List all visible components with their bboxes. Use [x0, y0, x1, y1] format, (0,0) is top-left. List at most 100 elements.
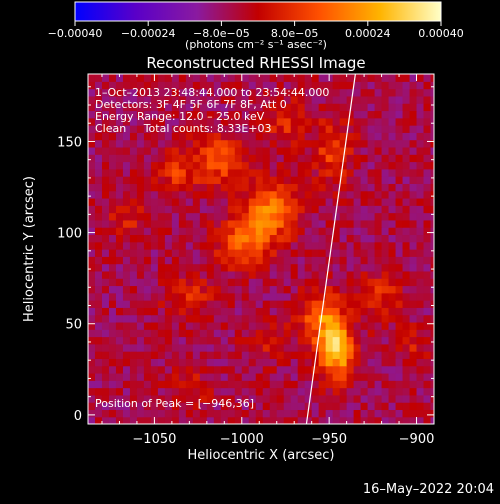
heatmap-cell [164, 197, 173, 206]
heatmap-cell [311, 285, 320, 294]
heatmap-cell [101, 74, 110, 82]
heatmap-cell [115, 74, 124, 82]
heatmap-cell [416, 365, 425, 374]
heatmap-cell [346, 81, 355, 90]
heatmap-cell [88, 387, 96, 396]
heatmap-cell [143, 176, 152, 184]
heatmap-cell [255, 300, 264, 308]
heatmap-cell [115, 409, 124, 418]
heatmap-cell [157, 234, 166, 243]
heatmap-cell [353, 146, 362, 155]
heatmap-cell [402, 351, 411, 359]
heatmap-cell [276, 372, 285, 381]
heatmap-cell [234, 307, 243, 316]
heatmap-cell [227, 132, 236, 141]
heatmap-cell [283, 168, 292, 177]
heatmap-cell [108, 110, 117, 119]
heatmap-cell [192, 219, 201, 228]
heatmap-cell [143, 125, 152, 133]
heatmap-cell [171, 394, 180, 403]
heatmap-cell [388, 88, 397, 97]
heatmap-cell [143, 81, 152, 90]
heatmap-cell [430, 336, 434, 345]
heatmap-cell [88, 329, 96, 338]
heatmap-cell [101, 132, 110, 141]
heatmap-cell [136, 139, 145, 148]
heatmap-cell [206, 161, 215, 170]
heatmap-cell [108, 256, 117, 265]
heatmap-cell [220, 234, 229, 243]
heatmap-cell [269, 387, 278, 396]
heatmap-cell [213, 125, 222, 133]
heatmap-cell [129, 161, 138, 170]
heatmap-cell [199, 402, 208, 411]
heatmap-cell [108, 416, 117, 424]
heatmap-cell [171, 88, 180, 97]
heatmap-cell [346, 88, 355, 97]
heatmap-cell [388, 197, 397, 206]
heatmap-cell [101, 285, 110, 294]
heatmap-cell [318, 343, 327, 352]
heatmap-cell [164, 227, 173, 236]
heatmap-cell [416, 227, 425, 236]
heatmap-cell [374, 139, 383, 148]
heatmap-cell [185, 278, 194, 287]
heatmap-cell [143, 110, 152, 119]
heatmap-cell [122, 285, 131, 294]
heatmap-cell [150, 278, 159, 287]
heatmap-cell [129, 197, 138, 206]
heatmap-cell [311, 132, 320, 141]
heatmap-cell [94, 219, 103, 228]
heatmap-cell [122, 365, 131, 374]
heatmap-cell [115, 358, 124, 367]
heatmap-cell [199, 241, 208, 250]
heatmap-cell [402, 212, 411, 221]
heatmap-cell [206, 307, 215, 316]
heatmap-cell [423, 278, 432, 287]
heatmap-cell [255, 351, 264, 359]
heatmap-cell [283, 197, 292, 206]
heatmap-cell [185, 88, 194, 97]
heatmap-cell [227, 81, 236, 90]
heatmap-cell [178, 110, 187, 119]
heatmap-cell [234, 416, 243, 424]
heatmap-cell [115, 227, 124, 236]
heatmap-cell [108, 125, 117, 133]
heatmap-cell [311, 292, 320, 301]
heatmap-cell [311, 103, 320, 112]
heatmap-cell [157, 387, 166, 396]
heatmap-cell [206, 416, 215, 424]
heatmap-cell [395, 168, 404, 177]
heatmap-cell [241, 394, 250, 403]
heatmap-cell [402, 227, 411, 236]
heatmap-cell [108, 270, 117, 279]
heatmap-cell [423, 110, 432, 119]
heatmap-cell [150, 343, 159, 352]
heatmap-cell [255, 74, 264, 82]
heatmap-cell [227, 358, 236, 367]
heatmap-cell [213, 197, 222, 206]
heatmap-cell [157, 95, 166, 104]
heatmap-cell [206, 321, 215, 330]
heatmap-cell [395, 139, 404, 148]
heatmap-cell [395, 249, 404, 257]
heatmap-cell [88, 270, 96, 279]
heatmap-cell [213, 103, 222, 112]
heatmap-cell [157, 88, 166, 97]
heatmap-cell [297, 380, 306, 389]
heatmap-cell [423, 343, 432, 352]
heatmap-cell [129, 81, 138, 90]
heatmap-cell [199, 351, 208, 359]
heatmap-cell [262, 292, 271, 301]
heatmap-cell [276, 292, 285, 301]
heatmap-cell [241, 343, 250, 352]
heatmap-cell [297, 168, 306, 177]
heatmap-cell [395, 227, 404, 236]
heatmap-cell [241, 234, 250, 243]
heatmap-cell [318, 190, 327, 199]
heatmap-cell [234, 351, 243, 359]
heatmap-cell [150, 270, 159, 279]
heatmap-cell [402, 117, 411, 126]
heatmap-cell [185, 146, 194, 155]
heatmap-cell [262, 168, 271, 177]
